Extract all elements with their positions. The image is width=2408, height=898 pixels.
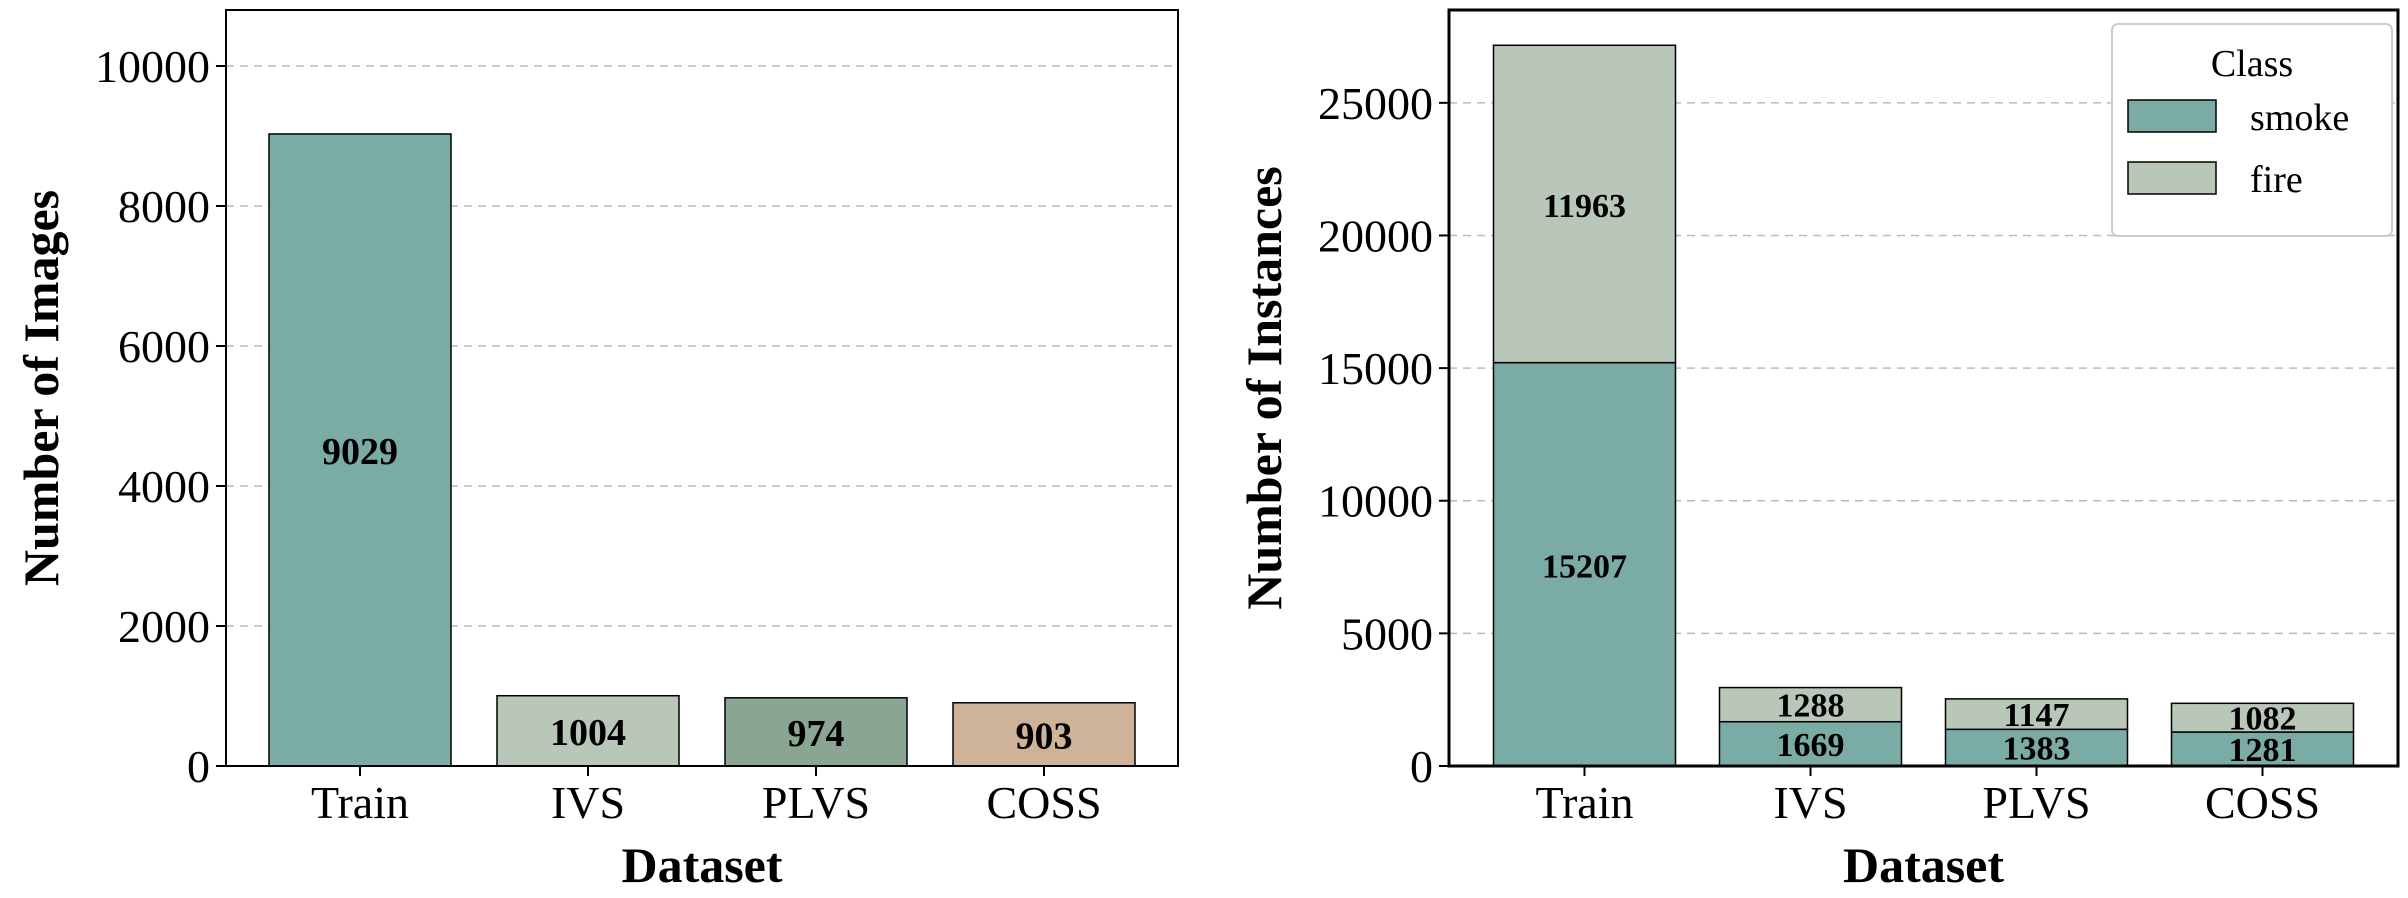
images-y-tick-label: 0	[187, 741, 210, 792]
images-x-tick-label: IVS	[551, 777, 625, 828]
images-y-tick-label: 2000	[118, 601, 210, 652]
images-y-axis-title: Number of Images	[13, 190, 69, 586]
images-bar-value-label: 9029	[322, 431, 398, 473]
instances-y-tick-label: 20000	[1318, 210, 1433, 261]
instances-x-tick-label: PLVS	[1982, 777, 2090, 828]
images-bar-value-label: 974	[788, 713, 845, 755]
images-x-tick-label: PLVS	[762, 777, 870, 828]
images-bar-value-label: 1004	[550, 712, 626, 754]
images-bar-train	[268, 133, 452, 767]
images-x-tick-label: Train	[311, 777, 409, 828]
images-x-tick-label: COSS	[986, 777, 1101, 828]
instances-x-tick-label: COSS	[2205, 777, 2320, 828]
images-x-axis-title: Dataset	[621, 837, 782, 893]
instances-bar-smoke-ivs	[1718, 720, 1903, 767]
instances-plot-frame	[1447, 8, 2400, 768]
legend-swatch-fire	[2127, 161, 2217, 195]
instances-x-axis-title: Dataset	[1843, 837, 2004, 893]
images-y-tick-label: 4000	[118, 461, 210, 512]
instances-bar-fire-train	[1492, 44, 1677, 364]
images-plot-frame	[225, 9, 1179, 767]
instances-x-tick-label: Train	[1536, 777, 1634, 828]
instances-bar-smoke-plvs	[1944, 728, 2129, 767]
images-bar-ivs	[496, 694, 680, 767]
images-y-tick-label: 10000	[95, 41, 210, 92]
instances-axis-ticks: 0 5000 10000 15000 20000 25000 Train IVS PLVS COS…	[1318, 78, 2320, 828]
images-bar-value-label: 903	[1016, 715, 1073, 757]
images-axis-ticks: 0 2000 4000 6000 8000 10000 Train IVS PLVS COSS	[95, 41, 1102, 828]
instances-bar-smoke-train	[1492, 361, 1677, 767]
instances-y-axis-title: Number of Instances	[1236, 166, 1292, 610]
images-bars: 9029 1004 974 903	[268, 133, 1136, 767]
instances-bar-value-label: 1288	[1777, 688, 1845, 725]
images-y-tick-label: 6000	[118, 321, 210, 372]
images-chart: 9029 1004 974 903 0 2000 4000 6000 8000 10000 Tra…	[13, 9, 1179, 893]
instances-bar-value-label: 1383	[2003, 731, 2071, 768]
instances-y-tick-label: 15000	[1318, 343, 1433, 394]
instances-bar-fire-coss	[2170, 702, 2355, 733]
instances-bar-value-label: 15207	[1542, 548, 1627, 585]
images-y-tick-label: 8000	[118, 181, 210, 232]
instances-bar-value-label: 1281	[2229, 732, 2297, 769]
images-bar-coss	[952, 702, 1136, 767]
instances-bar-fire-plvs	[1944, 698, 2129, 731]
instances-x-tick-label: IVS	[1773, 777, 1847, 828]
legend-title: Class	[2211, 43, 2293, 85]
legend-items: smoke fire	[2127, 97, 2349, 201]
instances-y-tick-label: 0	[1410, 741, 1433, 792]
instances-bar-value-label: 1082	[2229, 701, 2297, 738]
instances-bar-value-label: 1669	[1777, 727, 1845, 764]
instances-bar-value-label: 1147	[2003, 697, 2069, 734]
instances-y-tick-label: 10000	[1318, 476, 1433, 527]
instances-y-tick-label: 25000	[1318, 78, 1433, 129]
instances-legend: Class smoke fire	[2111, 23, 2393, 237]
legend-label-fire: fire	[2250, 159, 2303, 201]
instances-bar-value-label: 11963	[1543, 188, 1626, 225]
instances-bar-fire-ivs	[1718, 686, 1903, 723]
images-bar-plvs	[724, 697, 908, 767]
legend-swatch-smoke	[2127, 99, 2217, 133]
legend-label-smoke: smoke	[2250, 97, 2349, 139]
instances-y-tick-label: 5000	[1341, 608, 1433, 659]
